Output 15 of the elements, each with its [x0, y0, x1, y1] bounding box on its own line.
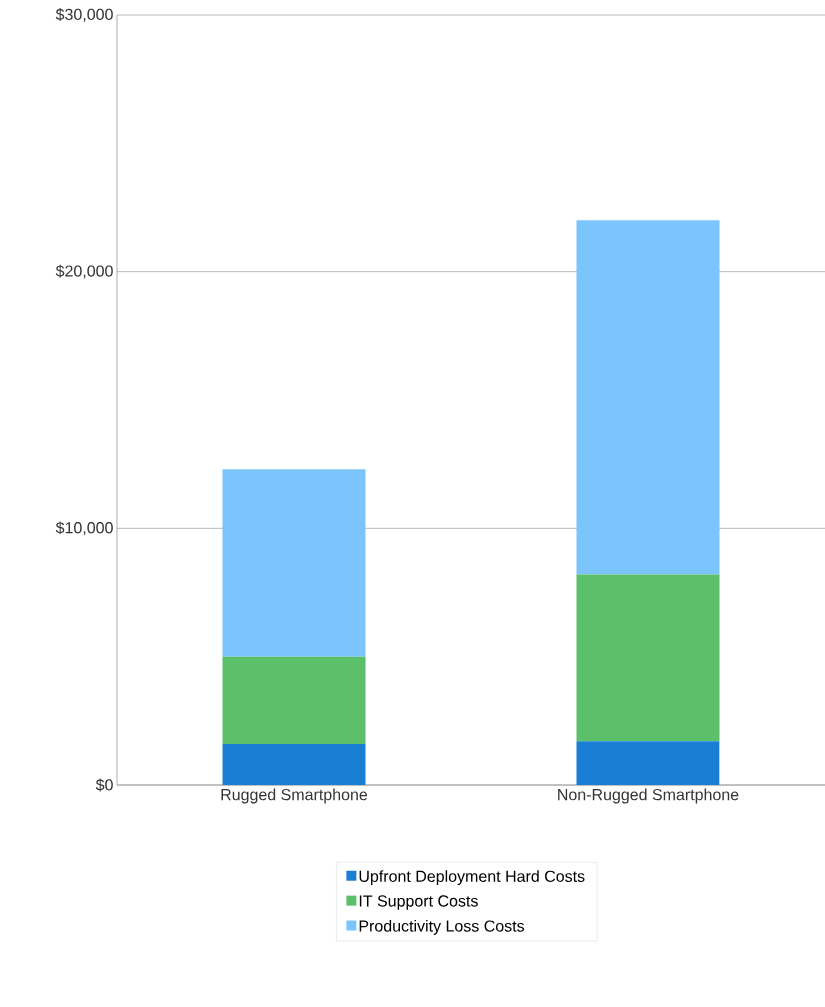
y-tick-label: $30,000 — [55, 8, 113, 22]
x-tick-label: Non-Rugged Smartphone — [557, 788, 739, 804]
legend-label: Productivity Loss Costs — [359, 919, 524, 935]
bar — [222, 469, 366, 657]
y-tick-label: $10,000 — [55, 521, 113, 536]
bar — [576, 220, 720, 575]
x-tick-label: Rugged Smartphone — [221, 788, 367, 804]
bar — [222, 656, 366, 744]
legend-label: Upfront Deployment Hard Costs — [359, 870, 585, 886]
y-tick-label: $0 — [95, 778, 113, 792]
bar — [222, 743, 366, 785]
bar — [576, 741, 720, 785]
bar — [576, 574, 720, 742]
y-tick-label: $20,000 — [55, 264, 113, 279]
legend-label: IT Support Costs — [359, 895, 478, 910]
